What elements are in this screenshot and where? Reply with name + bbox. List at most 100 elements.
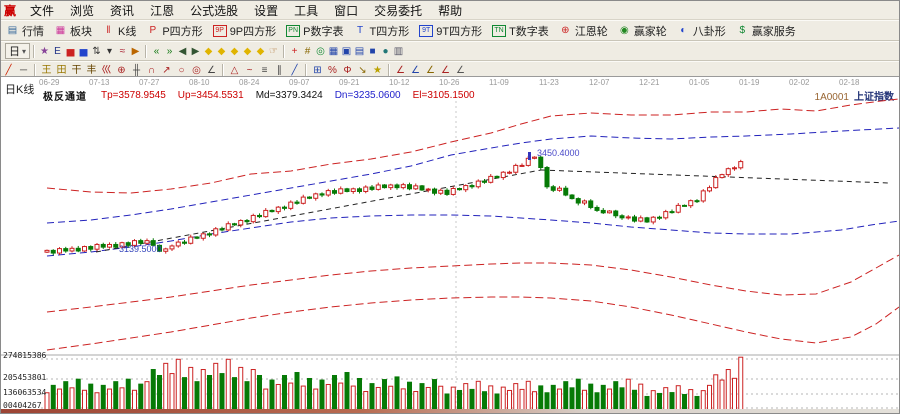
menu-item-tools[interactable]: 工具 [294, 3, 319, 18]
report-window-icon[interactable]: ▣ [341, 45, 352, 57]
blue-bars-icon[interactable]: ▅ [79, 45, 88, 57]
retrace-tool[interactable]: ↘ [358, 65, 367, 76]
flag-icon[interactable]: ▶ [131, 45, 140, 57]
kline-button[interactable]: ‖ K线 [97, 21, 141, 40]
star-tool-icon[interactable]: ★ [40, 45, 49, 57]
price-divider-tool[interactable]: 丰 [86, 65, 97, 76]
pan-right-button[interactable]: ◆ [217, 45, 226, 57]
date-tick-label: 12-07 [589, 78, 610, 87]
percent-tool[interactable]: % [328, 65, 337, 76]
nav-prev-button[interactable]: ◀ [178, 45, 187, 57]
zoom-in-button[interactable]: ◆ [230, 45, 239, 57]
speed-line4-tool[interactable]: ∠ [441, 65, 450, 76]
regression-tool[interactable]: ╱ [291, 65, 298, 76]
angle-tool[interactable]: ∠ [207, 65, 216, 76]
dropdown-arrow-icon[interactable]: ▾ [107, 45, 113, 57]
date-tick-label: 07-13 [89, 78, 110, 87]
menu-item-gann[interactable]: 江恩 [150, 3, 175, 18]
nav-first-button[interactable]: « [153, 45, 160, 57]
period-dropdown[interactable]: 日 ▾ [5, 43, 31, 59]
hline-tool[interactable]: ─ [19, 65, 28, 76]
9p-square-button[interactable]: 9P 9P四方形 [208, 21, 281, 40]
toolbar-separator [388, 64, 390, 77]
menu-item-formula-pick[interactable]: 公式选股 [190, 3, 239, 18]
t-square-button[interactable]: T T四方形 [349, 21, 415, 40]
red-bars-icon[interactable]: ▅ [66, 45, 75, 57]
pencil-tool[interactable]: ╱ [5, 65, 12, 76]
date-tick-label: 01-05 [689, 78, 710, 87]
p-square-button-label: P四方形 [162, 25, 203, 38]
calendar-icon[interactable]: ▦ [328, 45, 339, 57]
nav-next-button[interactable]: ▶ [191, 45, 200, 57]
price-label-peak: 3450.4000 [537, 148, 580, 158]
save-icon[interactable]: ■ [369, 45, 376, 57]
menu-item-window[interactable]: 窗口 [334, 3, 359, 18]
refresh-icon[interactable]: ● [382, 45, 389, 57]
speed-line5-tool[interactable]: ∠ [456, 65, 465, 76]
updown-arrows-icon[interactable]: ⇅ [92, 45, 101, 57]
chevron-down-icon: ▾ [22, 46, 27, 56]
gann-wheel-tool[interactable]: ⊕ [117, 65, 126, 76]
chart-canvas[interactable]: 日K线 06-29 07-13 07-27 08-10 08-24 09-07 09-21 1… [1, 76, 899, 413]
date-tick-label: 09-07 [289, 78, 310, 87]
date-tick-label: 11-23 [539, 78, 559, 87]
channel-tool[interactable]: ∥ [277, 65, 282, 76]
fib-lines-tool[interactable]: ⊞ [313, 65, 322, 76]
time-divider-tool[interactable]: 干 [71, 65, 82, 76]
crosshair-icon[interactable]: + [291, 45, 298, 57]
golden-ratio-tool[interactable]: Φ [343, 65, 352, 76]
measure-icon[interactable]: # [304, 45, 311, 57]
indicator-name[interactable]: 极反通道 [43, 92, 87, 103]
menu-item-file[interactable]: 文件 [30, 3, 55, 18]
p-square-button[interactable]: P P四方形 [141, 21, 207, 40]
9t-square-button[interactable]: 9T 9T四方形 [414, 21, 487, 40]
resistance-tool[interactable]: ≡ [261, 65, 268, 76]
menu-item-help[interactable]: 帮助 [438, 3, 463, 18]
t-table-button[interactable]: TN T数字表 [487, 21, 554, 40]
sectors-button[interactable]: ▦ 板块 [49, 21, 97, 40]
speed-line1-tool[interactable]: ∠ [396, 65, 405, 76]
target-tool[interactable]: ★ [373, 65, 382, 76]
winner-service-button[interactable]: $ 赢家服务 [731, 21, 801, 40]
formula-e-icon[interactable]: E [54, 45, 61, 57]
arrow-tool[interactable]: ↗ [162, 65, 171, 76]
winner-wheel-button[interactable]: ◉ 赢家轮 [613, 21, 672, 40]
toolbar-separator [33, 44, 36, 58]
gann-square-tool[interactable]: 王 [41, 65, 52, 76]
kline-period-label: 日K线 [5, 84, 35, 96]
center-view-button[interactable]: ◆ [256, 45, 265, 57]
hand-tool-icon[interactable]: ☞ [269, 45, 278, 57]
indicator-value: Md=3379.3424 [255, 90, 323, 101]
toolbar-separator [283, 44, 286, 58]
quotes-button[interactable]: ▤ 行情 [1, 21, 49, 40]
pan-left-button[interactable]: ◆ [204, 45, 213, 57]
circle-tool[interactable]: ○ [178, 65, 185, 76]
print-icon[interactable]: ▥ [393, 45, 404, 57]
bagua-button[interactable]: ◐ 八卦形 [672, 21, 731, 40]
menu-item-news[interactable]: 资讯 [110, 3, 135, 18]
spiral-tool[interactable]: ◎ [192, 65, 201, 76]
gann-wheel-button[interactable]: ⊕ 江恩轮 [554, 21, 613, 40]
window-bottom-edge [1, 409, 899, 413]
arc-tool[interactable]: ∩ [147, 65, 156, 76]
grid-tool[interactable]: ╫ [132, 65, 141, 76]
overlay-icon[interactable]: ≈ [119, 45, 126, 57]
cycle-icon[interactable]: ◎ [316, 45, 325, 57]
p-table-button-label: P数字表 [303, 25, 344, 38]
gann-box-tool[interactable]: 田 [56, 65, 67, 76]
date-tick-label: 08-24 [239, 78, 260, 87]
gann-wheel-button-label: 江恩轮 [574, 25, 608, 38]
speed-line2-tool[interactable]: ∠ [411, 65, 420, 76]
zoom-out-button[interactable]: ◆ [243, 45, 252, 57]
save-layout-icon[interactable]: ▤ [354, 45, 365, 57]
wave-tool[interactable]: ~ [246, 65, 253, 76]
speed-line3-tool[interactable]: ∠ [426, 65, 435, 76]
gann-fan-tool[interactable]: 巛 [101, 65, 112, 76]
menu-item-trade[interactable]: 交易委托 [374, 3, 423, 18]
p-table-button[interactable]: PN P数字表 [281, 21, 348, 40]
triangle-tool[interactable]: △ [230, 65, 239, 76]
winner-wheel-icon: ◉ [619, 25, 629, 36]
nav-last-button[interactable]: » [166, 45, 173, 57]
menu-item-settings[interactable]: 设置 [254, 3, 279, 18]
menu-item-browse[interactable]: 浏览 [70, 3, 95, 18]
